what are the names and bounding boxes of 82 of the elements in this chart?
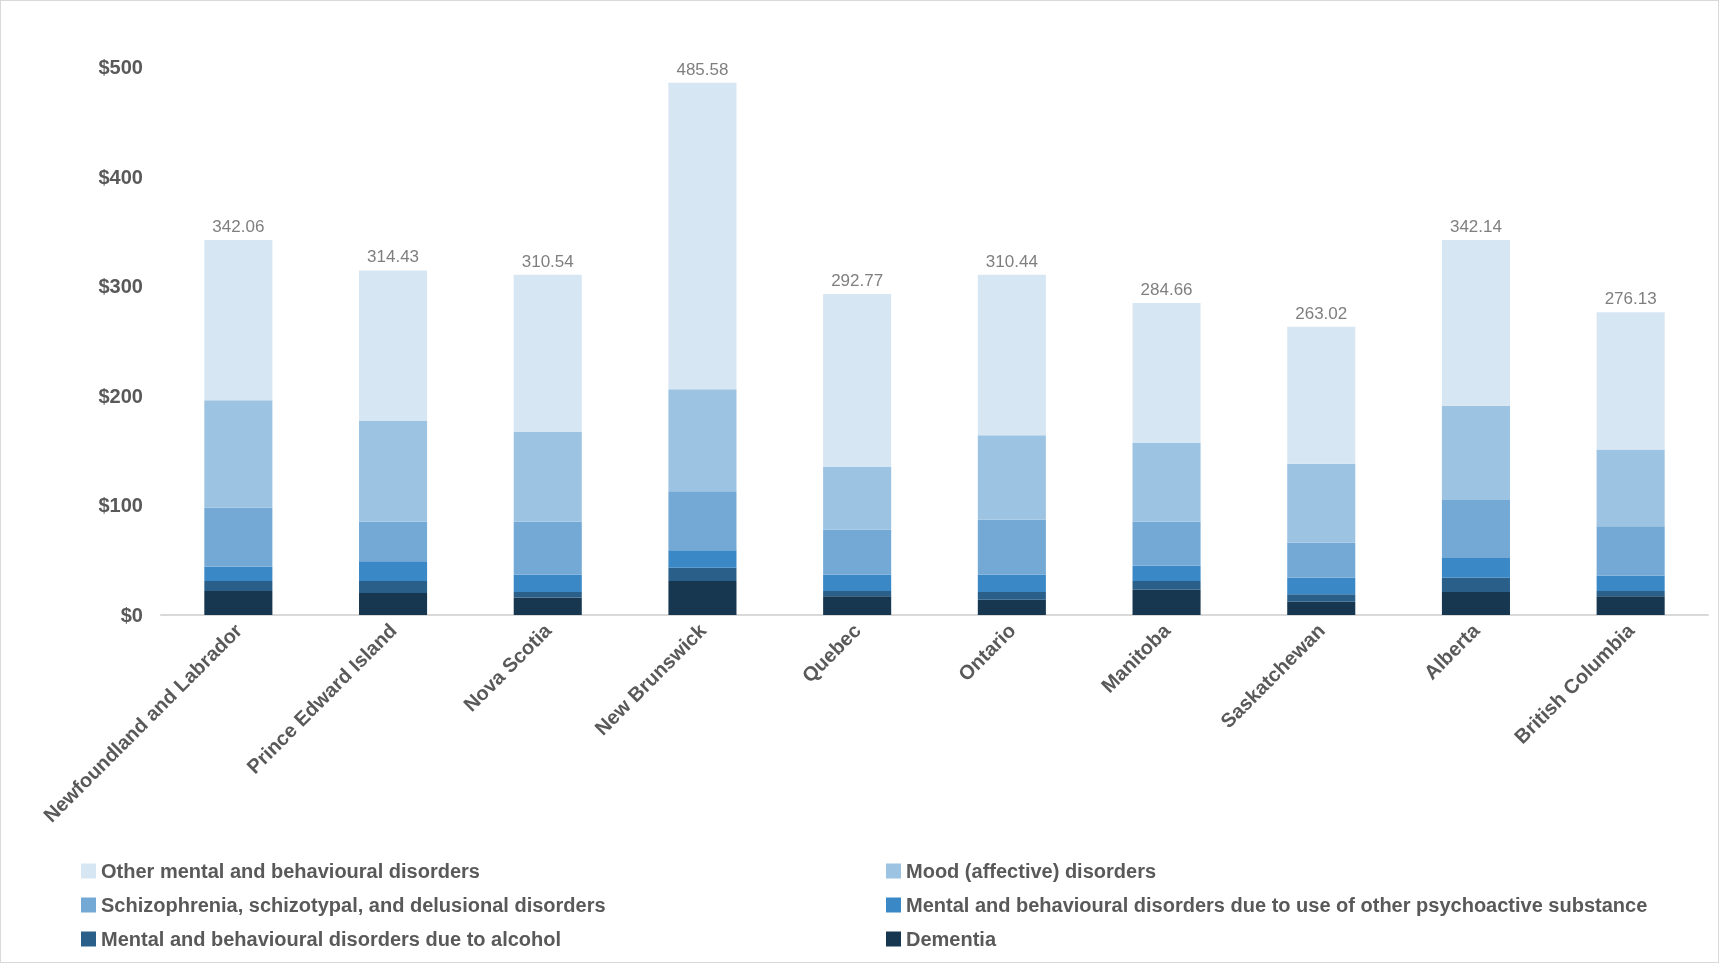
bar bbox=[1596, 590, 1665, 597]
legend-label: Other mental and behavioural disorders bbox=[101, 860, 480, 882]
bar bbox=[513, 431, 582, 522]
bar bbox=[359, 270, 428, 422]
bar bbox=[1596, 312, 1665, 450]
bar bbox=[668, 550, 737, 568]
total-label: 485.58 bbox=[676, 59, 729, 79]
bar bbox=[977, 574, 1046, 592]
bar bbox=[823, 590, 892, 597]
total-label: 342.06 bbox=[212, 217, 265, 237]
bar bbox=[823, 467, 892, 530]
bar bbox=[513, 591, 582, 598]
bar bbox=[668, 491, 737, 551]
bar bbox=[1132, 581, 1201, 590]
bar bbox=[1132, 303, 1201, 443]
bar bbox=[513, 521, 582, 575]
bar bbox=[977, 599, 1046, 615]
bar bbox=[359, 561, 428, 582]
bar bbox=[513, 274, 582, 432]
bar bbox=[668, 581, 737, 615]
bar bbox=[1441, 499, 1510, 559]
total-label: 310.54 bbox=[521, 251, 574, 271]
bar bbox=[1132, 442, 1201, 522]
legend-label: Mental and behavioural disorders due to use of other psychoactive substance bbox=[906, 894, 1648, 916]
bar bbox=[1441, 591, 1510, 615]
bar bbox=[359, 421, 428, 522]
bar bbox=[977, 519, 1046, 575]
legend-label: Schizophrenia, schizotypal, and delusional disorders bbox=[101, 894, 606, 916]
bar bbox=[1287, 463, 1356, 543]
bar bbox=[823, 529, 892, 575]
bar bbox=[1596, 575, 1665, 591]
total-label: 314.43 bbox=[367, 247, 420, 267]
bar bbox=[204, 590, 273, 615]
bar bbox=[668, 567, 737, 582]
bar bbox=[977, 435, 1046, 520]
bar bbox=[1287, 601, 1356, 615]
y-tick-label: $100 bbox=[98, 494, 143, 517]
bar bbox=[1441, 405, 1510, 500]
bar bbox=[204, 507, 273, 567]
total-label: 284.66 bbox=[1140, 280, 1193, 300]
bar bbox=[1132, 589, 1201, 615]
bar bbox=[359, 521, 428, 562]
bar bbox=[1441, 558, 1510, 578]
bar bbox=[513, 597, 582, 615]
bar bbox=[668, 389, 737, 492]
bar bbox=[204, 581, 273, 591]
total-label: 276.13 bbox=[1604, 289, 1657, 309]
bar bbox=[359, 593, 428, 615]
bar bbox=[204, 240, 273, 401]
bar bbox=[1596, 449, 1665, 527]
y-tick-label: $500 bbox=[98, 56, 143, 78]
y-tick-label: $300 bbox=[98, 275, 143, 298]
legend-label: Mental and behavioural disorders due to alcohol bbox=[101, 928, 562, 950]
bar bbox=[977, 274, 1046, 436]
bar bbox=[1596, 526, 1665, 576]
bar bbox=[823, 596, 892, 615]
bar bbox=[359, 581, 428, 594]
legend-label: Dementia bbox=[906, 928, 997, 950]
bar bbox=[1287, 594, 1356, 602]
bar bbox=[204, 400, 273, 508]
bar bbox=[1132, 521, 1201, 566]
bar bbox=[1441, 240, 1510, 406]
bar bbox=[1132, 565, 1201, 582]
y-tick-label: $200 bbox=[98, 384, 143, 407]
y-tick-label: $0 bbox=[120, 604, 143, 626]
bar bbox=[1287, 542, 1356, 578]
bar bbox=[204, 566, 273, 582]
legend-label: Mood (affective) disorders bbox=[906, 860, 1157, 882]
total-label: 342.14 bbox=[1449, 217, 1502, 237]
y-tick-label: $400 bbox=[98, 165, 143, 188]
total-label: 263.02 bbox=[1295, 303, 1348, 323]
total-label: 310.44 bbox=[985, 251, 1038, 271]
bar bbox=[823, 294, 892, 468]
bar bbox=[823, 574, 892, 591]
bar bbox=[668, 82, 737, 390]
bar bbox=[1287, 577, 1356, 595]
bar bbox=[1596, 596, 1665, 615]
bar bbox=[977, 591, 1046, 600]
bar bbox=[1287, 326, 1356, 464]
bar bbox=[1441, 577, 1510, 592]
total-label: 292.77 bbox=[831, 271, 884, 291]
bar bbox=[513, 574, 582, 592]
